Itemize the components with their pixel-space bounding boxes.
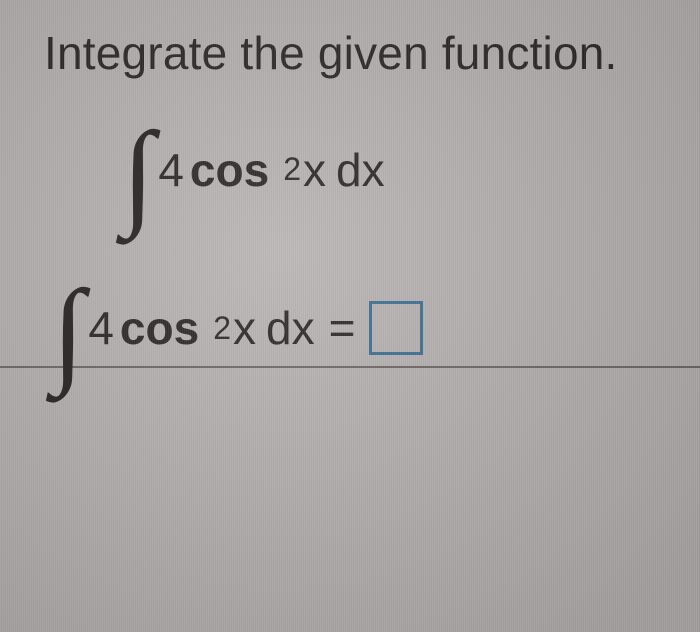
integral-sign-icon: ∫ [52,285,84,379]
answer-input[interactable] [369,301,423,355]
section-divider [0,366,700,368]
equals-sign: = [329,301,356,355]
coefficient: 4 [158,143,184,197]
variable: x [303,143,326,197]
variable: x [233,301,256,355]
function-name: cos [120,301,199,355]
coefficient: 4 [88,301,114,355]
integral-expression: ∫ 4 cos 2 x dx [122,123,680,217]
integral-sign-icon: ∫ [122,127,154,221]
answer-row: ∫ 4 cos 2 x dx = [52,281,680,375]
function-name: cos [190,143,269,197]
problem-prompt: Integrate the given function. [44,28,680,79]
differential: dx [336,143,385,197]
exponent: 2 [283,151,301,188]
differential: dx [266,301,315,355]
exponent: 2 [213,310,231,347]
